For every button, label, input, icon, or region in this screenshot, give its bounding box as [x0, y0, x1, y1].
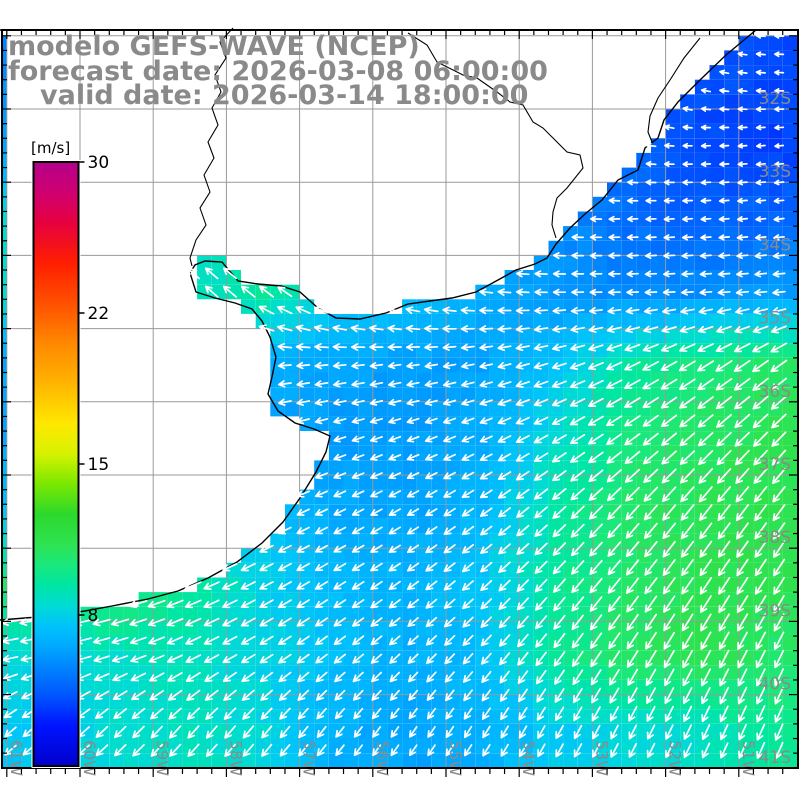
colorbar-tick-label: 8	[88, 606, 99, 626]
lon-label: 52W	[666, 740, 685, 776]
lat-label: 34S	[759, 235, 791, 255]
wind-arrows	[1, 33, 788, 760]
lon-label: 54W	[519, 740, 538, 776]
coastline-layer	[0, 27, 758, 621]
inland-border-line	[407, 32, 584, 239]
lon-label: 59W	[153, 740, 172, 776]
lat-label: 32S	[759, 89, 791, 109]
lon-label: 61W	[7, 740, 26, 776]
lon-label: 56W	[373, 740, 392, 776]
lat-label: 33S	[759, 162, 791, 182]
title-model-line: modelo GEFS-WAVE (NCEP)	[8, 31, 420, 62]
colorbar-tick-label: 15	[88, 455, 110, 475]
colorbar-gradient	[32, 161, 80, 767]
title-valid-date: valid date: 2026-03-14 18:00:00	[40, 80, 528, 111]
lat-label: 37S	[759, 455, 791, 475]
lat-label: 36S	[759, 382, 791, 402]
latitude-labels: 32S 33S 34S 35S 36S 37S 38S 39S 40S 41S	[759, 89, 791, 768]
lat-label: 39S	[759, 601, 791, 621]
lat-label: 35S	[759, 309, 791, 329]
map-frame-and-ticks	[1, 29, 799, 777]
lagoon-shore-line	[647, 37, 701, 143]
lon-label: 55W	[446, 740, 465, 776]
lat-label: 41S	[759, 748, 791, 768]
coastline	[0, 29, 758, 621]
colorbar-tick-label: 30	[88, 153, 110, 173]
colorbar: 30 22 15 8	[31, 153, 110, 768]
lat-label: 40S	[759, 675, 791, 695]
lon-label: 57W	[300, 740, 319, 776]
map-frame	[1, 29, 799, 769]
lon-label: 60W	[80, 740, 99, 776]
colorbar-unit-label: [m/s]	[31, 139, 70, 157]
lat-label: 38S	[759, 528, 791, 548]
lon-label: 58W	[226, 740, 245, 776]
river-line	[189, 27, 234, 267]
lon-label: 51W	[739, 740, 758, 776]
title-forecast-date: forecast date: 2026-03-08 06:00:00	[8, 56, 548, 87]
lon-label: 53W	[592, 740, 611, 776]
colorbar-tick-label: 22	[88, 304, 110, 324]
